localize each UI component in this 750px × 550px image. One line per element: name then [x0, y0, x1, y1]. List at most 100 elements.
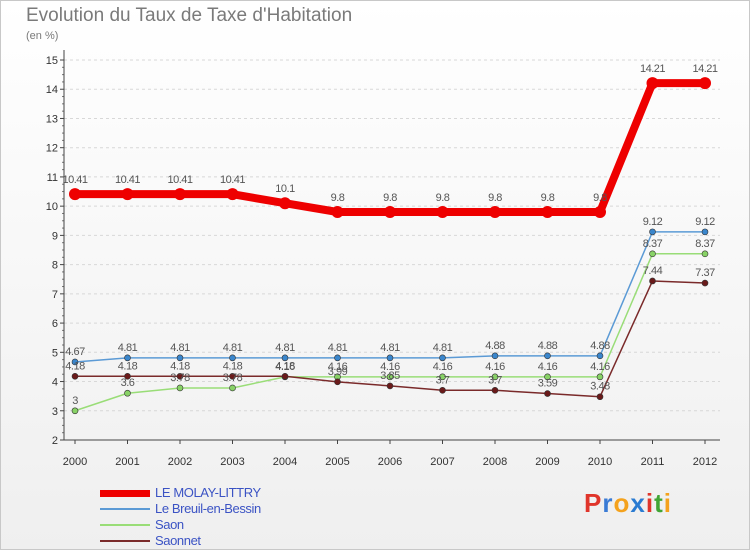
data-point — [649, 277, 656, 285]
y-tick-label: 12 — [46, 143, 58, 155]
data-point — [544, 373, 551, 381]
y-tick-label: 15 — [46, 55, 58, 67]
data-label: 14.21 — [640, 63, 665, 75]
legend-label: Saon — [155, 517, 184, 532]
data-label: 4.81 — [380, 342, 400, 354]
legend-label: Le Breuil-en-Bessin — [155, 501, 261, 516]
data-label: 3.99 — [328, 366, 348, 378]
chart-title: Evolution du Taux de Taxe d'Habitation — [26, 5, 353, 26]
data-point — [176, 372, 184, 380]
data-point — [176, 354, 184, 362]
data-label: 4.81 — [328, 342, 348, 354]
x-tick-label: 2011 — [641, 456, 665, 468]
data-point — [124, 372, 131, 380]
y-tick-label: 4 — [52, 377, 58, 389]
x-tick-label: 2004 — [273, 456, 297, 468]
proxiti-logo: Proxiti — [584, 488, 672, 519]
legend-item: Le Breuil-en-Bessin — [100, 501, 360, 517]
data-point — [386, 373, 394, 381]
data-label: 4.81 — [433, 342, 453, 354]
data-label: 9.8 — [331, 192, 345, 204]
legend-label: Saonnet — [155, 533, 201, 548]
legend: LE MOLAY-LITTRY Le Breuil-en-Bessin Saon Sa… — [100, 485, 360, 549]
data-point — [71, 372, 79, 380]
x-tick-label: 2008 — [483, 456, 507, 468]
data-label: 4.18 — [170, 360, 190, 372]
y-tick-label: 3 — [52, 406, 58, 418]
grid — [64, 59, 720, 441]
data-label: 9.12 — [643, 216, 663, 228]
data-point — [229, 354, 236, 362]
data-label: 4.88 — [590, 340, 610, 352]
y-tick-label: 2 — [52, 435, 58, 447]
x-tick-label: 2001 — [115, 456, 139, 468]
data-label: 8.37 — [643, 238, 663, 250]
data-point — [701, 250, 709, 258]
data-label: 3.6 — [121, 377, 135, 389]
data-label: 7.44 — [643, 265, 663, 277]
data-point — [331, 206, 344, 218]
x-tick-label: 2002 — [168, 456, 192, 468]
data-labels: 10.41 10.41 10.41 10.41 10.1 9.8 9.8 9.8 9.8 9.8 9… — [62, 63, 718, 407]
data-label: 4.81 — [275, 342, 295, 354]
axes: 2 3 4 5 6 7 8 9 10 11 12 13 14 15 2000 2001 2002 2003 2004… — [46, 50, 720, 468]
logo-letter: P — [584, 488, 603, 518]
data-label: 10.41 — [220, 174, 245, 186]
data-point — [334, 378, 341, 386]
y-tick-label: 6 — [52, 318, 58, 330]
data-label: 10.41 — [62, 174, 87, 186]
logo-letter: i — [645, 488, 655, 518]
data-label: 9.8 — [593, 192, 607, 204]
data-label: 4.16 — [538, 361, 558, 373]
data-label: 4.67 — [65, 346, 85, 358]
data-point — [489, 206, 501, 218]
data-point — [439, 373, 446, 381]
legend-item: Saonnet — [100, 533, 360, 549]
y-tick-label: 13 — [46, 113, 58, 125]
data-point — [596, 393, 604, 401]
data-label: 4.16 — [328, 361, 348, 373]
logo-letter: x — [630, 488, 646, 518]
data-point — [281, 354, 289, 362]
data-label: 4.16 — [433, 361, 453, 373]
x-tick-label: 2007 — [430, 456, 454, 468]
data-label: 3 — [72, 395, 78, 407]
data-label: 4.88 — [538, 340, 558, 352]
legend-item: Saon — [100, 517, 360, 533]
x-tick-label: 2012 — [693, 456, 717, 468]
series-layer — [69, 77, 711, 415]
y-tick-label: 11 — [47, 172, 58, 184]
data-point — [701, 279, 709, 287]
data-point — [229, 384, 236, 392]
data-label: 10.41 — [115, 174, 140, 186]
y-tick-label: 5 — [52, 347, 58, 359]
y-tick-label: 10 — [46, 201, 58, 213]
data-point — [124, 354, 131, 362]
data-point — [649, 228, 656, 236]
data-point — [439, 387, 446, 394]
data-label: 14.21 — [692, 63, 717, 75]
data-label: 9.8 — [541, 192, 555, 204]
logo-letter: i — [663, 488, 672, 518]
logo-letter: t — [654, 488, 664, 518]
data-point — [544, 390, 551, 397]
data-label: 10.41 — [167, 174, 192, 186]
data-point — [701, 228, 709, 236]
data-label: 3.7 — [488, 374, 502, 386]
data-label: 9.12 — [695, 216, 715, 228]
x-tick-label: 2005 — [325, 456, 349, 468]
data-label: 4.88 — [485, 340, 505, 352]
chart-unit: (en %) — [26, 30, 59, 42]
legend-swatch — [100, 508, 150, 510]
data-label: 9.8 — [383, 192, 397, 204]
data-point — [439, 354, 446, 362]
data-point — [594, 206, 606, 218]
data-label: 4.16 — [590, 361, 610, 373]
x-tick-label: 2003 — [220, 456, 244, 468]
y-tick-label: 9 — [52, 230, 58, 242]
data-label: 9.8 — [488, 192, 502, 204]
data-point — [71, 358, 79, 366]
logo-letter: r — [602, 488, 614, 518]
